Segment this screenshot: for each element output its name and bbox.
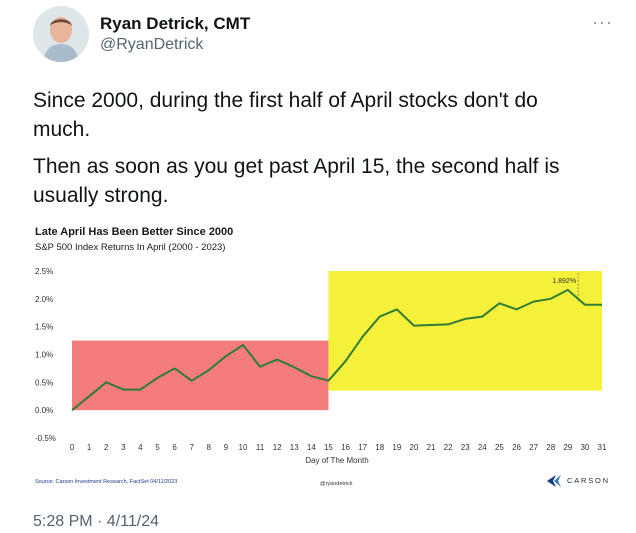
- y-tick-label: 1.0%: [35, 351, 53, 360]
- y-tick-label: 2.5%: [35, 267, 53, 276]
- x-tick-label: 23: [461, 443, 470, 452]
- chart-title: Late April Has Been Better Since 2000: [35, 226, 234, 238]
- carson-brand-text: CARSON: [567, 476, 610, 485]
- x-tick-label: 22: [444, 443, 453, 452]
- x-tick-label: 17: [358, 443, 367, 452]
- y-tick-label: 2.0%: [35, 295, 53, 304]
- x-tick-label: 31: [598, 443, 607, 452]
- author-name[interactable]: Ryan Detrick, CMT: [100, 14, 251, 33]
- x-tick-label: 6: [172, 443, 177, 452]
- avatar-image: [33, 6, 89, 62]
- x-tick-label: 7: [189, 443, 194, 452]
- tweet-paragraph-1: Since 2000, during the first half of Apr…: [33, 89, 538, 141]
- second-half-shading: [328, 271, 602, 391]
- author-handle[interactable]: @RyanDetrick: [100, 36, 204, 53]
- x-tick-label: 1: [87, 443, 92, 452]
- annotation-label: 1.892%: [552, 278, 576, 285]
- x-tick-label: 18: [375, 443, 384, 452]
- x-tick-label: 27: [529, 443, 538, 452]
- tweet-timestamp[interactable]: 5:28 PM · 4/11/24: [33, 513, 159, 530]
- x-tick-label: 28: [546, 443, 555, 452]
- y-tick-label: 0.5%: [35, 378, 53, 387]
- y-tick-label: -0.5%: [35, 434, 56, 443]
- line-chart: -0.5%0.0%0.5%1.0%1.5%2.0%2.5%0 1 2 3 4 5 6 7 8 9 1…: [35, 267, 607, 465]
- chart-watermark-handle: @ryandetrick: [320, 481, 353, 487]
- x-tick-label: 19: [392, 443, 401, 452]
- x-tick-label: 8: [207, 443, 212, 452]
- tweet-header: Ryan Detrick, CMT @RyanDetrick ···: [33, 6, 613, 66]
- x-tick-label: 0: [70, 443, 75, 452]
- x-tick-label: 10: [239, 443, 248, 452]
- tweet-paragraph-2: Then as soon as you get past April 15, t…: [33, 155, 560, 207]
- x-tick-label: 15: [324, 443, 333, 452]
- x-axis-label: Day of The Month: [305, 456, 368, 465]
- x-tick-label: 13: [290, 443, 299, 452]
- x-tick-label: 9: [224, 443, 229, 452]
- x-tick-label: 5: [155, 443, 160, 452]
- y-tick-label: 1.5%: [35, 323, 53, 332]
- series-line: [71, 288, 602, 411]
- y-tick-label: 0.0%: [35, 406, 53, 415]
- x-tick-label: 24: [478, 443, 487, 452]
- x-tick-label: 29: [563, 443, 572, 452]
- chart-subtitle: S&P 500 Index Returns In April (2000 - 2…: [35, 242, 226, 253]
- x-tick-label: 20: [409, 443, 418, 452]
- x-tick-label: 25: [495, 443, 504, 452]
- x-tick-label: 26: [512, 443, 521, 452]
- carson-logo-icon: [547, 475, 561, 487]
- x-tick-label: 2: [104, 443, 109, 452]
- chart-image[interactable]: -0.5% 0.0% 0.5% 1.0% 1.5% 2.0% 2.5% 0 1 2 3 4 5 6 7 8 9 1…: [27, 218, 615, 498]
- avatar[interactable]: [33, 6, 89, 62]
- x-tick-label: 30: [580, 443, 589, 452]
- more-horizontal-icon[interactable]: ···: [592, 12, 613, 32]
- x-tick-label: 21: [427, 443, 436, 452]
- x-tick-label: 4: [138, 443, 143, 452]
- chart-source: Source: Carson Investment Research, Fact…: [35, 479, 178, 485]
- x-tick-label: 12: [273, 443, 282, 452]
- tweet-text: Since 2000, during the first half of Apr…: [33, 86, 593, 218]
- x-tick-label: 11: [256, 443, 265, 452]
- x-tick-label: 3: [121, 443, 126, 452]
- x-tick-label: 16: [341, 443, 350, 452]
- x-tick-label: 14: [307, 443, 316, 452]
